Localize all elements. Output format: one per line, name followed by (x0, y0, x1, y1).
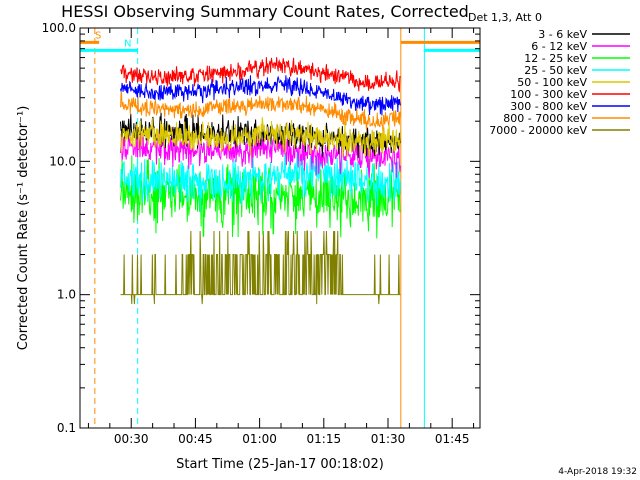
legend-label-1: 3 - 6 keV (538, 28, 587, 41)
legend-title: Det 1,3, Att 0 (468, 11, 542, 24)
plot-timestamp: 4-Apr-2018 19:32 (558, 467, 637, 477)
legend-label-8: 800 - 7000 keV (503, 112, 587, 125)
series-line-6 (120, 57, 401, 93)
x-tick-label: 01:45 (435, 432, 470, 446)
series-line-9 (120, 230, 401, 305)
plot-content: SN (79, 28, 481, 428)
y-tick-label: 100.0 (42, 21, 76, 35)
legend-label-2: 6 - 12 keV (531, 40, 587, 53)
x-tick-label: 01:30 (371, 432, 406, 446)
x-axis: 00:30 00:45 01:00 01:15 01:30 01:45 (87, 28, 475, 446)
y-axis-label: Corrected Count Rate (s⁻¹ detector⁻¹) (16, 106, 31, 351)
legend-label-3: 12 - 25 keV (524, 52, 587, 65)
legend-label-4: 25 - 50 keV (524, 64, 587, 77)
flag-label-s: S (95, 30, 101, 41)
y-tick-label: 1.0 (57, 288, 76, 302)
y-tick-label: 10.0 (49, 154, 76, 168)
series-line-5 (120, 117, 401, 158)
legend-label-5: 50 - 100 keV (517, 76, 587, 89)
legend-label-6: 100 - 300 keV (510, 88, 587, 101)
chart-title: HESSI Observing Summary Count Rates, Cor… (61, 2, 469, 21)
series-line-8 (120, 91, 401, 132)
series-line-4 (120, 148, 401, 213)
x-tick-label: 01:00 (242, 432, 277, 446)
y-axis: 0.1 1.0 10.0 100.0 (42, 21, 480, 435)
legend-label-9: 7000 - 20000 keV (489, 124, 587, 137)
x-axis-label: Start Time (25-Jan-17 00:18:02) (176, 457, 384, 472)
y-tick-label: 0.1 (57, 421, 76, 435)
series-line-7 (120, 75, 401, 116)
x-tick-label: 01:15 (307, 432, 342, 446)
flag-label-n: N (124, 38, 131, 49)
x-tick-label: 00:30 (114, 432, 149, 446)
series-line-3 (120, 155, 401, 239)
x-tick-label: 00:45 (178, 432, 213, 446)
plot-frame (79, 27, 481, 429)
legend-label-7: 300 - 800 keV (510, 100, 587, 113)
